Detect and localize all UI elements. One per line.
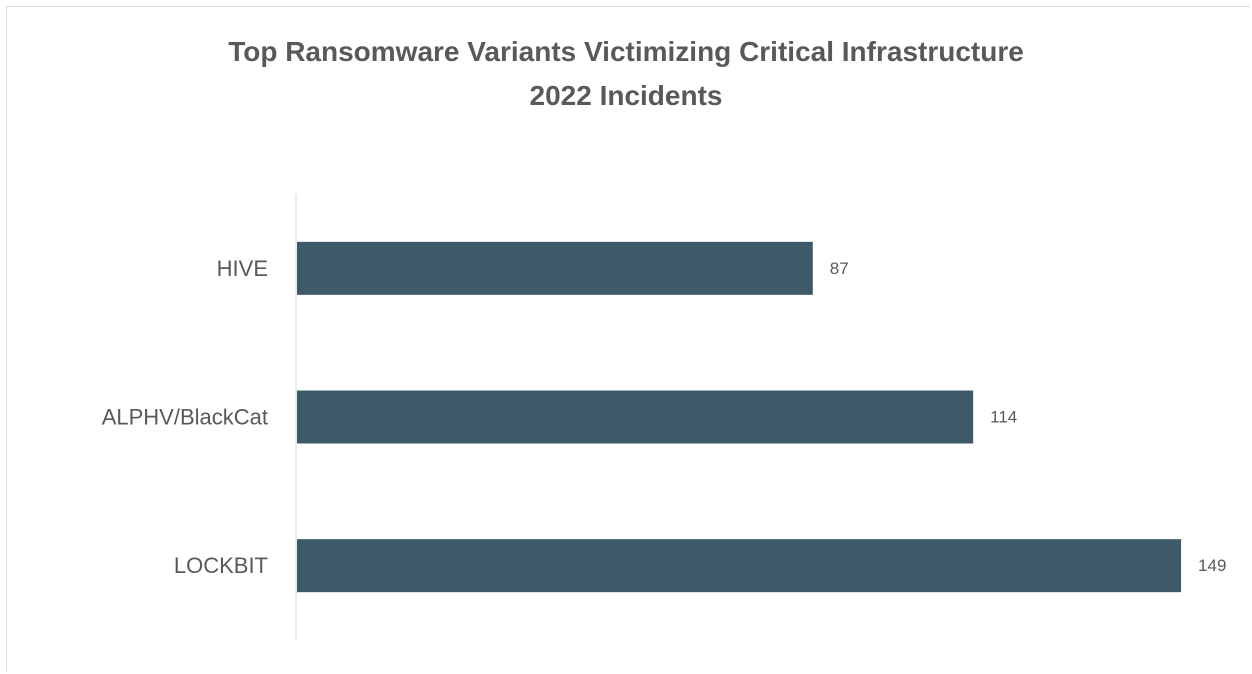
category-label-lockbit: LOCKBIT bbox=[174, 553, 268, 578]
data-label-hive: 87 bbox=[830, 259, 849, 278]
bar-lockbit bbox=[297, 539, 1182, 593]
chart-title-line-2: 2022 Incidents bbox=[529, 80, 723, 111]
category-label-hive: HIVE bbox=[217, 256, 268, 281]
data-label-alphv-blackcat: 114 bbox=[990, 408, 1017, 427]
chart-title: Top Ransomware Variants Victimizing Crit… bbox=[0, 30, 1252, 118]
bar-alphv-blackcat bbox=[297, 390, 974, 444]
chart-frame bbox=[6, 6, 1250, 672]
bar-hive bbox=[297, 241, 813, 295]
chart-title-line-1: Top Ransomware Variants Victimizing Crit… bbox=[228, 36, 1024, 67]
category-label-alphv-blackcat: ALPHV/BlackCat bbox=[102, 405, 268, 430]
data-label-lockbit: 149 bbox=[1198, 556, 1226, 575]
